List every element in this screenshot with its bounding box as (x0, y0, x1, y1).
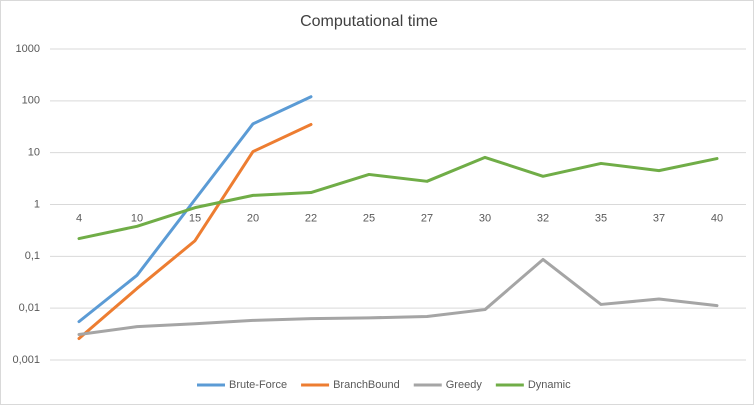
x-tick-label: 30 (479, 212, 491, 224)
y-tick-label: 0,001 (12, 354, 40, 366)
x-tick-label: 22 (305, 212, 317, 224)
series-line (77, 95, 313, 324)
x-tick-label: 27 (421, 212, 433, 224)
chart-title: Computational time (300, 13, 438, 30)
series-line (77, 257, 719, 337)
x-tick-label: 4 (76, 212, 82, 224)
x-tick-label: 40 (711, 212, 723, 224)
y-tick-label: 1000 (16, 43, 40, 55)
y-tick-label: 1 (34, 198, 40, 210)
series-line (77, 155, 719, 241)
x-tick-label: 35 (595, 212, 607, 224)
y-tick-label: 0,1 (25, 250, 40, 262)
x-tick-label: 15 (189, 212, 201, 224)
legend-label: Brute-Force (229, 379, 287, 391)
x-tick-label: 20 (247, 212, 259, 224)
y-tick-label: 100 (22, 95, 40, 107)
x-tick-label: 10 (131, 212, 143, 224)
series-line (77, 122, 313, 340)
y-tick-label: 10 (28, 147, 40, 159)
x-tick-label: 37 (653, 212, 665, 224)
legend-label: BranchBound (333, 379, 400, 391)
y-tick-label: 0,01 (19, 302, 40, 314)
x-tick-label: 25 (363, 212, 375, 224)
legend-label: Dynamic (528, 379, 571, 391)
x-tick-label: 32 (537, 212, 549, 224)
legend-label: Greedy (446, 379, 483, 391)
